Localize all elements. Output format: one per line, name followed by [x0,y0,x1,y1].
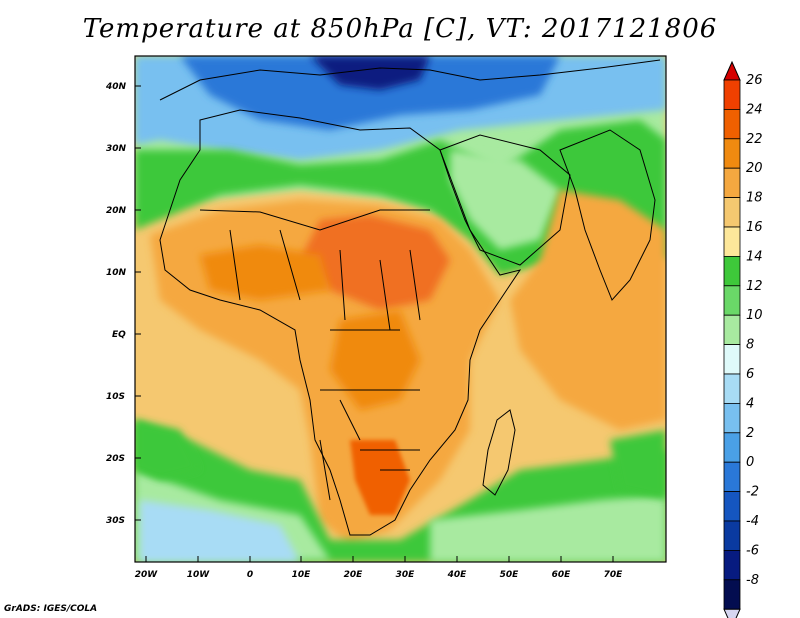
colorbar-label: 18 [746,191,763,206]
indian-ocean-warm [510,190,666,430]
y-tick-label: 10S [106,392,125,402]
north-very-cold-zone [180,56,560,130]
colorbar-label: 10 [746,308,763,323]
y-tick-label: 20N [106,206,127,216]
colorbar-label: 8 [746,338,754,353]
colorbar-label: 2 [746,426,754,441]
colorbar-swatch [723,79,741,110]
colorbar-label: 12 [746,279,763,294]
colorbar-swatch [723,402,741,434]
colorbar-swatch [723,138,741,169]
light-green-arabia [450,150,560,250]
colorbar-label: 24 [746,102,763,117]
europe-coastline [159,59,661,101]
colorbar-swatch [723,167,741,198]
coastlines [159,59,661,536]
colorbar-label: 22 [746,132,763,147]
colorbar-swatch [723,344,741,375]
colorbar-label: 0 [746,455,754,470]
x-tick-label: 50E [500,570,520,580]
y-tick-label: EQ [112,330,126,340]
south-east-green [430,495,666,562]
colorbar-label: -6 [746,543,759,558]
madagascar-outline [482,409,516,496]
colorbar-swatch [723,285,741,316]
colorbar-label: -4 [746,514,759,529]
colorbar-swatch [723,432,741,463]
x-tick-label: 20W [135,570,159,580]
colorbar-label: 20 [746,161,763,176]
west-atlantic-cool [135,420,200,480]
hot-core-south [350,440,410,515]
hot-core-sahel [300,215,450,310]
colorbar-label: 4 [746,396,754,411]
x-tick-label: 0 [247,570,253,580]
india-coastline [559,129,656,301]
colorbar-label: 26 [746,73,763,88]
y-tick-label: 20S [106,454,125,464]
colorbar-top-arrow [723,60,741,81]
colorbar-label: 16 [746,220,763,235]
north-coldest-core [310,56,430,90]
colorbar-label: 6 [746,367,754,382]
colorbar-label: -2 [746,485,759,500]
x-tick-label: 20E [344,570,364,580]
colorbar-swatch [723,491,741,522]
far-east-green [610,430,666,500]
colorbar-swatch [723,550,741,581]
south-cool-cells [140,500,300,562]
hot-core-congo [330,310,420,410]
temperature-field [135,56,666,562]
hot-core-west [200,245,330,300]
colorbar-swatch [723,109,741,140]
y-tick-label: 40N [105,82,127,92]
y-tick-label: 30N [106,144,127,154]
x-tick-label: 60E [552,570,572,580]
colorbar-swatch [723,579,741,610]
colorbar-swatch [723,461,741,493]
colorbar-label: -8 [746,573,759,588]
colorbar-bottom-arrow [723,608,741,618]
y-axis: 40N 30N 20N 10N EQ 10S 20S 30S [105,82,141,526]
x-tick-label: 10W [187,570,211,580]
arabia-coastline [439,134,571,266]
colorbar-swatch [723,255,741,287]
x-tick-label: 70E [604,570,624,580]
x-tick-label: 30E [396,570,416,580]
colorbar-swatch [723,314,741,346]
y-tick-label: 30S [106,516,125,526]
grads-credit: GrADS: IGES/COLA [4,604,98,614]
colorbar-swatch [723,197,741,228]
africa-coastline [159,109,522,536]
y-tick-label: 10N [106,268,127,278]
colorbar-swatch [723,520,741,551]
x-tick-label: 10E [292,570,312,580]
colorbar-label: 14 [746,249,763,264]
map-title: Temperature at 850hPa [C], VT: 201712180… [82,14,718,44]
colorbar-swatch [723,373,741,404]
colorbar-swatch [723,226,741,257]
x-tick-label: 40E [447,570,468,580]
x-axis: 20W 10W 0 10E 20E 30E 40E 50E 60E 70E [135,556,623,580]
country-borders [199,209,430,501]
plot-frame [134,55,667,563]
